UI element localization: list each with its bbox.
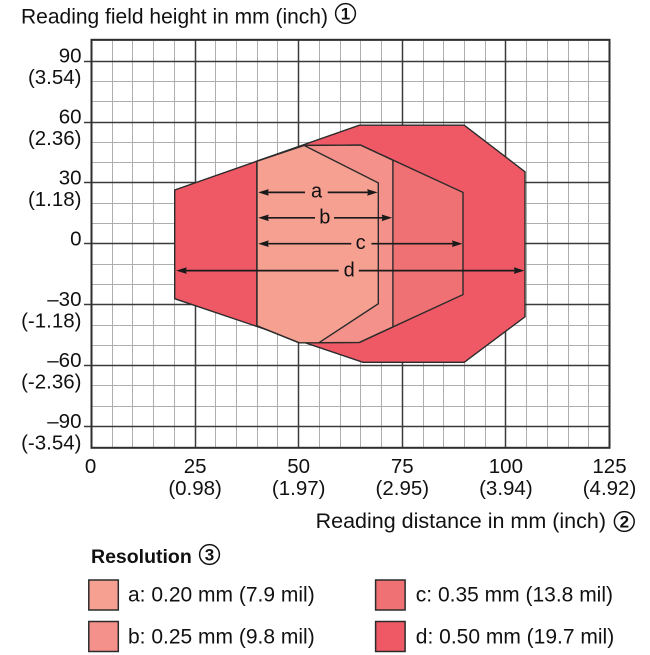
svg-text:(-1.18): (-1.18): [21, 310, 81, 333]
svg-text:25: 25: [184, 455, 207, 478]
svg-text:a: 0.20 mm (7.9 mil): a: 0.20 mm (7.9 mil): [128, 584, 315, 607]
svg-text:(-3.54): (-3.54): [21, 432, 81, 455]
svg-text:75: 75: [391, 455, 414, 478]
svg-text:0: 0: [85, 455, 96, 478]
svg-text:Resolution: Resolution: [91, 546, 192, 568]
svg-text:1: 1: [341, 5, 350, 24]
svg-text:2: 2: [620, 513, 629, 532]
svg-text:0: 0: [70, 227, 81, 250]
svg-text:(3.54): (3.54): [28, 66, 82, 89]
svg-text:(1.97): (1.97): [272, 477, 326, 500]
svg-text:b: b: [319, 207, 330, 229]
svg-text:3: 3: [205, 546, 214, 565]
svg-text:(1.18): (1.18): [28, 188, 82, 211]
svg-text:60: 60: [59, 106, 82, 129]
svg-text:30: 30: [59, 166, 82, 189]
svg-text:c: 0.35 mm (13.8 mil): c: 0.35 mm (13.8 mil): [416, 584, 613, 607]
svg-text:(-2.36): (-2.36): [21, 371, 81, 394]
svg-text:50: 50: [287, 455, 310, 478]
svg-text:Reading field height in mm (in: Reading field height in mm (inch): [21, 6, 328, 29]
svg-text:(3.94): (3.94): [479, 477, 533, 500]
svg-text:b: 0.25 mm (9.8 mil): b: 0.25 mm (9.8 mil): [128, 626, 315, 649]
svg-text:(4.92): (4.92): [583, 477, 637, 500]
svg-text:–30: –30: [47, 288, 81, 311]
svg-text:–90: –90: [47, 410, 81, 433]
svg-text:(2.95): (2.95): [376, 477, 430, 500]
svg-text:(0.98): (0.98): [168, 477, 222, 500]
svg-text:90: 90: [59, 45, 82, 68]
svg-text:Reading distance in mm (inch): Reading distance in mm (inch): [316, 509, 606, 533]
svg-text:a: a: [311, 180, 323, 202]
svg-text:d: d: [344, 259, 355, 281]
svg-text:(2.36): (2.36): [28, 127, 82, 150]
svg-text:c: c: [356, 232, 366, 254]
svg-text:125: 125: [592, 455, 626, 478]
svg-text:100: 100: [489, 455, 523, 478]
svg-text:–60: –60: [47, 349, 81, 372]
svg-text:d: 0.50 mm (19.7 mil): d: 0.50 mm (19.7 mil): [416, 626, 614, 649]
